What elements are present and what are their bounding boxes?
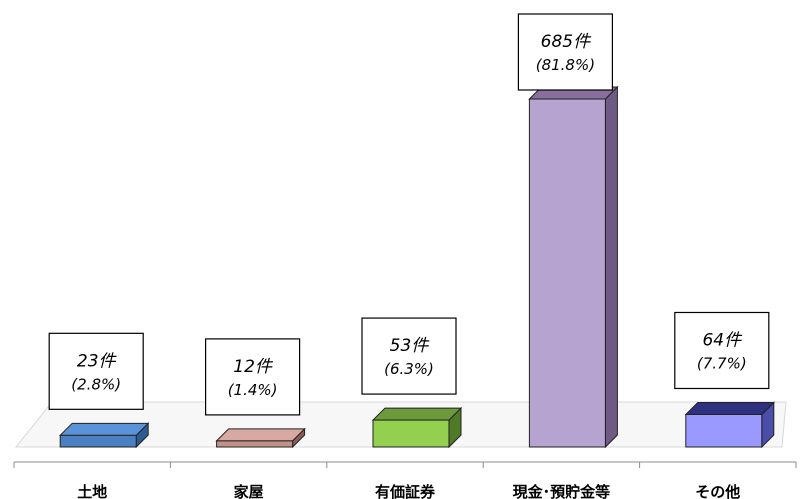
x-tick-label: 土地	[77, 483, 107, 499]
x-tick-label: 家屋	[234, 483, 264, 499]
data-label-box	[361, 317, 457, 395]
bar	[528, 98, 606, 448]
bar-top	[371, 407, 463, 421]
bar	[685, 413, 763, 448]
bar	[372, 419, 450, 448]
data-label-count: 53件	[390, 336, 431, 356]
data-label-count: 23件	[77, 351, 118, 371]
bars-group	[58, 85, 776, 449]
data-label-box	[205, 338, 301, 416]
data-label-count: 685件	[541, 32, 592, 52]
bar	[216, 440, 294, 448]
data-label-box	[517, 13, 614, 91]
data-labels-group: 23件 (2.8%) 12件 (1.4%) 53件 (6.3%) 685件 (81.8%) 64…	[48, 13, 770, 416]
x-tick-label: その他	[695, 483, 740, 499]
x-axis: 土地 家屋 有価証券 現金･預貯金等 その他	[13, 461, 797, 499]
bar-top	[684, 401, 776, 415]
bar	[59, 434, 137, 448]
data-label-box	[674, 311, 770, 390]
bar-top	[215, 428, 306, 442]
bar-side	[604, 85, 618, 449]
data-label-percent: (6.3%)	[384, 360, 434, 378]
data-label-count: 12件	[233, 357, 274, 377]
data-label-percent: (81.8%)	[536, 56, 595, 74]
bar-top	[58, 422, 150, 436]
x-tick-label: 有価証券	[375, 483, 436, 499]
data-label-percent: (7.7%)	[697, 354, 747, 372]
data-label-percent: (1.4%)	[228, 381, 278, 399]
data-label-count: 64件	[702, 330, 743, 350]
data-label-box	[48, 332, 144, 410]
data-label-percent: (2.8%)	[71, 375, 121, 393]
x-tick-label: 現金･預貯金等	[513, 483, 611, 499]
